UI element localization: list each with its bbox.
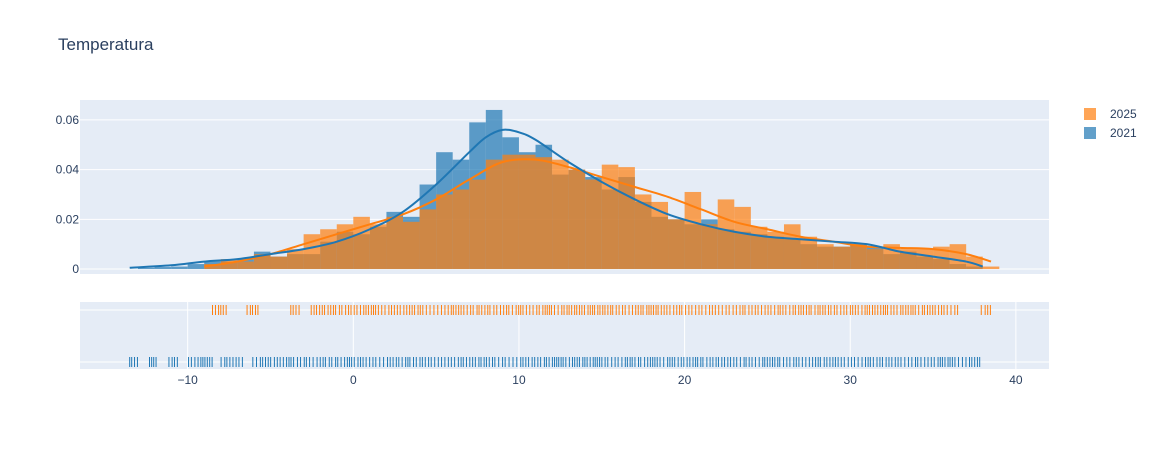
bar-2021 (137, 267, 155, 270)
bars-2025 (204, 154, 1000, 270)
kde-curves (129, 128, 992, 269)
y-tick-label: 0.04 (56, 163, 80, 177)
bar-2025 (237, 261, 254, 270)
legend-swatch (1084, 108, 1096, 120)
bar-2025 (436, 194, 453, 270)
bar-2025 (982, 266, 1000, 270)
bar-2025 (336, 224, 354, 270)
bar-2025 (568, 169, 586, 270)
chart-title: Temperatura (58, 35, 154, 54)
bar-2025 (204, 264, 221, 270)
bar-2021 (187, 264, 205, 270)
bar-2025 (684, 191, 702, 270)
legend-label: 2025 (1110, 107, 1137, 121)
bar-2025 (518, 154, 536, 270)
legend-item-2021[interactable]: 2021 (1084, 126, 1137, 140)
bar-2025 (419, 209, 437, 270)
legend[interactable]: 2025 2021 (1084, 107, 1137, 140)
bar-2025 (386, 216, 403, 270)
bar-2025 (734, 206, 751, 270)
bar-2025 (833, 246, 851, 270)
y-tick-label: 0.06 (56, 113, 80, 127)
bar-2025 (270, 256, 288, 270)
bar-2025 (767, 231, 784, 270)
legend-swatch (1084, 127, 1096, 139)
bar-2025 (552, 159, 569, 270)
bar-2021 (154, 267, 172, 270)
rug-2021 (129, 357, 981, 367)
x-tick-label: 10 (512, 373, 526, 387)
x-tick-label: 20 (678, 373, 692, 387)
bar-2025 (320, 229, 337, 270)
histogram-bars (137, 109, 1000, 270)
kde-line-2021 (129, 128, 984, 269)
bar-2025 (783, 224, 801, 270)
bar-2025 (916, 249, 934, 270)
x-tick-label: 30 (844, 373, 858, 387)
bar-2025 (535, 157, 553, 270)
bar-2025 (601, 164, 619, 270)
bar-2025 (750, 226, 768, 270)
x-tick-labels: −10 0 10 20 30 40 (177, 373, 1022, 387)
bar-2025 (452, 189, 470, 270)
y-tick-label: 0.02 (56, 212, 80, 226)
rug-marks (129, 305, 991, 367)
bar-2025 (403, 221, 420, 270)
bar-2025 (800, 236, 818, 270)
bar-2025 (287, 249, 304, 270)
x-tick-label: −10 (177, 373, 198, 387)
bar-2021 (171, 266, 188, 270)
bar-2025 (369, 224, 387, 270)
bar-2025 (701, 224, 718, 270)
bar-2025 (717, 199, 735, 270)
x-tick-label: 40 (1009, 373, 1023, 387)
bar-2025 (502, 154, 519, 270)
bar-2025 (469, 179, 486, 270)
legend-item-2025[interactable]: 2025 (1084, 107, 1137, 121)
bar-2025 (485, 159, 503, 270)
bar-2025 (651, 201, 669, 270)
bar-2025 (220, 259, 238, 270)
legend-label: 2021 (1110, 126, 1137, 140)
bar-2025 (668, 219, 685, 270)
bar-2025 (949, 244, 967, 270)
bar-2025 (634, 194, 652, 270)
bar-2025 (850, 244, 867, 270)
rug-2025 (212, 305, 991, 315)
bar-2025 (866, 249, 884, 270)
bar-2025 (585, 179, 602, 270)
y-tick-label: 0 (72, 262, 79, 276)
bar-2025 (353, 216, 370, 270)
bar-2025 (817, 244, 834, 270)
y-tick-labels: 0 0.02 0.04 0.06 (56, 113, 80, 276)
kde-line-2025 (204, 158, 992, 268)
x-tick-label: 0 (350, 373, 357, 387)
